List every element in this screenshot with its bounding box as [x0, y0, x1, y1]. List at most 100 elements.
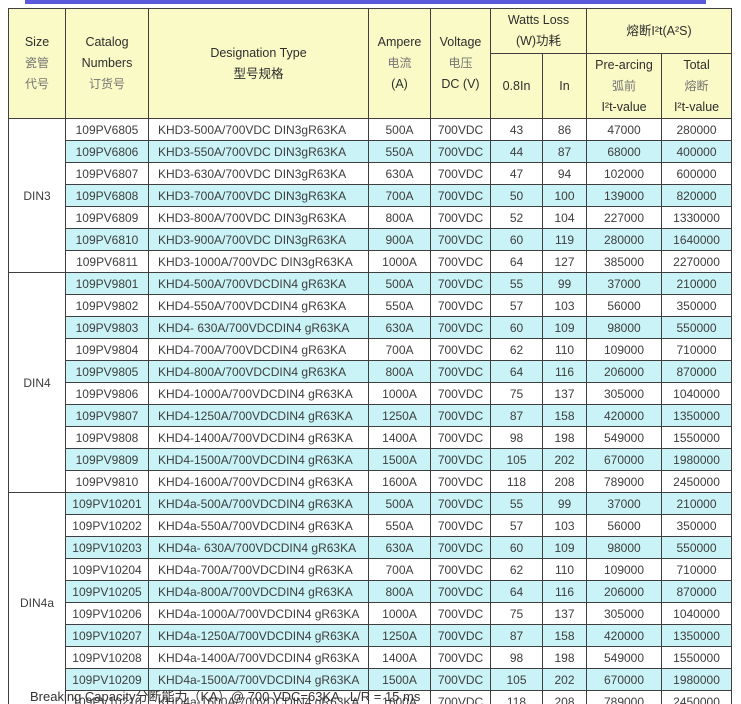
ampere-cell: 550A	[368, 140, 431, 163]
prearcing-i2t-cell: 385000	[586, 250, 663, 273]
top-divider-rule	[25, 0, 706, 4]
header-catalog-en2: Numbers	[81, 56, 133, 70]
prearcing-i2t-cell: 305000	[586, 382, 663, 405]
total-i2t-cell: 280000	[661, 118, 733, 141]
header-catalog-zh: 订货号	[88, 77, 125, 91]
header-in-label: In	[559, 78, 570, 93]
prearcing-i2t-cell: 37000	[586, 492, 663, 515]
watts-in-cell: 198	[541, 646, 588, 669]
header-size-en: Size	[24, 35, 50, 49]
watts-08in-cell: 98	[490, 426, 543, 449]
catalog-cell: 109PV10201	[65, 492, 149, 515]
table-row: 109PV6809 KHD3-800A/700VDC DIN3gR63KA 800A…	[9, 206, 733, 229]
header-watts-loss-zh: (W)功耗	[515, 34, 562, 48]
catalog-cell: 109PV10204	[65, 558, 149, 581]
table-row: 109PV9802 KHD4-550A/700VDCDIN4 gR63KA 550A…	[9, 294, 733, 317]
designation-cell: KHD4-700A/700VDCDIN4 gR63KA	[148, 338, 369, 361]
designation-cell: KHD4-1000A/700VDCDIN4 gR63KA	[148, 382, 369, 405]
ampere-cell: 500A	[368, 272, 431, 295]
ampere-cell: 1000A	[368, 250, 431, 273]
voltage-cell: 700VDC	[430, 272, 491, 295]
catalog-cell: 109PV9804	[65, 338, 149, 361]
watts-in-cell: 110	[541, 338, 588, 361]
voltage-cell: 700VDC	[430, 338, 491, 361]
header-size-zh1: 瓷管	[24, 56, 49, 70]
ampere-cell: 1600A	[368, 470, 431, 493]
ampere-cell: 900A	[368, 228, 431, 251]
watts-08in-cell: 118	[490, 690, 543, 704]
voltage-cell: 700VDC	[430, 426, 491, 449]
header-prearcing-en: Pre-arcing	[595, 57, 653, 72]
designation-cell: KHD3-1000A/700VDC DIN3gR63KA	[148, 250, 369, 273]
voltage-cell: 700VDC	[430, 514, 491, 537]
total-i2t-cell: 1350000	[661, 624, 733, 647]
watts-08in-cell: 55	[490, 492, 543, 515]
prearcing-i2t-cell: 227000	[586, 206, 663, 229]
voltage-cell: 700VDC	[430, 690, 491, 704]
total-i2t-cell: 2450000	[661, 690, 733, 704]
watts-in-cell: 104	[541, 206, 588, 229]
prearcing-i2t-cell: 206000	[586, 580, 663, 603]
total-i2t-cell: 400000	[661, 140, 733, 163]
total-i2t-cell: 710000	[661, 338, 733, 361]
ampere-cell: 1400A	[368, 646, 431, 669]
total-i2t-cell: 1040000	[661, 382, 733, 405]
prearcing-i2t-cell: 56000	[586, 514, 663, 537]
ampere-cell: 550A	[368, 294, 431, 317]
voltage-cell: 700VDC	[430, 580, 491, 603]
ampere-cell: 800A	[368, 360, 431, 383]
prearcing-i2t-cell: 206000	[586, 360, 663, 383]
catalog-cell: 109PV10206	[65, 602, 149, 625]
watts-in-cell: 109	[541, 536, 588, 559]
table-row: 109PV10203 KHD4a- 630A/700VDCDIN4 gR63KA 6…	[9, 536, 733, 559]
total-i2t-cell: 350000	[661, 514, 733, 537]
voltage-cell: 700VDC	[430, 250, 491, 273]
prearcing-i2t-cell: 98000	[586, 316, 663, 339]
prearcing-i2t-cell: 549000	[586, 426, 663, 449]
header-i2t-title: 熔断I²t(A²S)	[626, 23, 692, 38]
prearcing-i2t-cell: 420000	[586, 404, 663, 427]
voltage-cell: 700VDC	[430, 404, 491, 427]
watts-in-cell: 208	[541, 470, 588, 493]
watts-in-cell: 110	[541, 558, 588, 581]
total-i2t-cell: 1550000	[661, 426, 733, 449]
catalog-cell: 109PV10208	[65, 646, 149, 669]
table-row: DIN4 109PV9801 KHD4-500A/700VDCDIN4 gR63KA…	[8, 272, 733, 493]
catalog-cell: 109PV9808	[65, 426, 149, 449]
watts-08in-cell: 57	[490, 514, 543, 537]
total-i2t-cell: 1330000	[661, 206, 733, 229]
voltage-cell: 700VDC	[430, 558, 491, 581]
watts-in-cell: 202	[541, 448, 588, 471]
prearcing-i2t-cell: 102000	[586, 162, 663, 185]
ampere-cell: 700A	[368, 338, 431, 361]
total-i2t-cell: 600000	[661, 162, 733, 185]
table-row: 109PV6810 KHD3-900A/700VDC DIN3gR63KA 900A…	[9, 228, 733, 251]
table-row: 109PV10204 KHD4a-700A/700VDCDIN4 gR63KA 70…	[9, 558, 733, 581]
table-row: DIN4a 109PV10201 KHD4a-500A/700VDCDIN4 gR6…	[8, 492, 733, 704]
designation-cell: KHD4-1400A/700VDCDIN4 gR63KA	[148, 426, 369, 449]
ampere-cell: 630A	[368, 536, 431, 559]
table-body: DIN3 109PV6805 KHD3-500A/700VDC DIN3gR63KA…	[8, 118, 733, 704]
header-08in-label: 0.8In	[502, 78, 531, 93]
table-row: 109PV6806 KHD3-550A/700VDC DIN3gR63KA 550A…	[9, 140, 733, 163]
table-row: 109PV9808 KHD4-1400A/700VDCDIN4 gR63KA 140…	[9, 426, 733, 449]
watts-08in-cell: 87	[490, 404, 543, 427]
table-row: 109PV10209 KHD4a-1500A/700VDCDIN4 gR63KA 1…	[9, 668, 733, 691]
ampere-cell: 630A	[368, 162, 431, 185]
watts-08in-cell: 75	[490, 382, 543, 405]
catalog-cell: 109PV10205	[65, 580, 149, 603]
prearcing-i2t-cell: 68000	[586, 140, 663, 163]
designation-cell: KHD4-1600A/700VDCDIN4 gR63KA	[148, 470, 369, 493]
prearcing-i2t-cell: 789000	[586, 690, 663, 704]
prearcing-i2t-cell: 109000	[586, 338, 663, 361]
prearcing-i2t-cell: 47000	[586, 118, 663, 141]
table-row: 109PV10210 KHD4a-1600A/700VDCDIN4 gR63KA 1…	[9, 690, 733, 704]
watts-08in-cell: 60	[490, 536, 543, 559]
voltage-cell: 700VDC	[430, 294, 491, 317]
voltage-cell: 700VDC	[430, 624, 491, 647]
voltage-cell: 700VDC	[430, 360, 491, 383]
prearcing-i2t-cell: 109000	[586, 558, 663, 581]
header-i2t-group: 熔断I²t(A²S)	[586, 8, 733, 54]
watts-08in-cell: 50	[490, 184, 543, 207]
designation-cell: KHD4a- 630A/700VDCDIN4 gR63KA	[148, 536, 369, 559]
